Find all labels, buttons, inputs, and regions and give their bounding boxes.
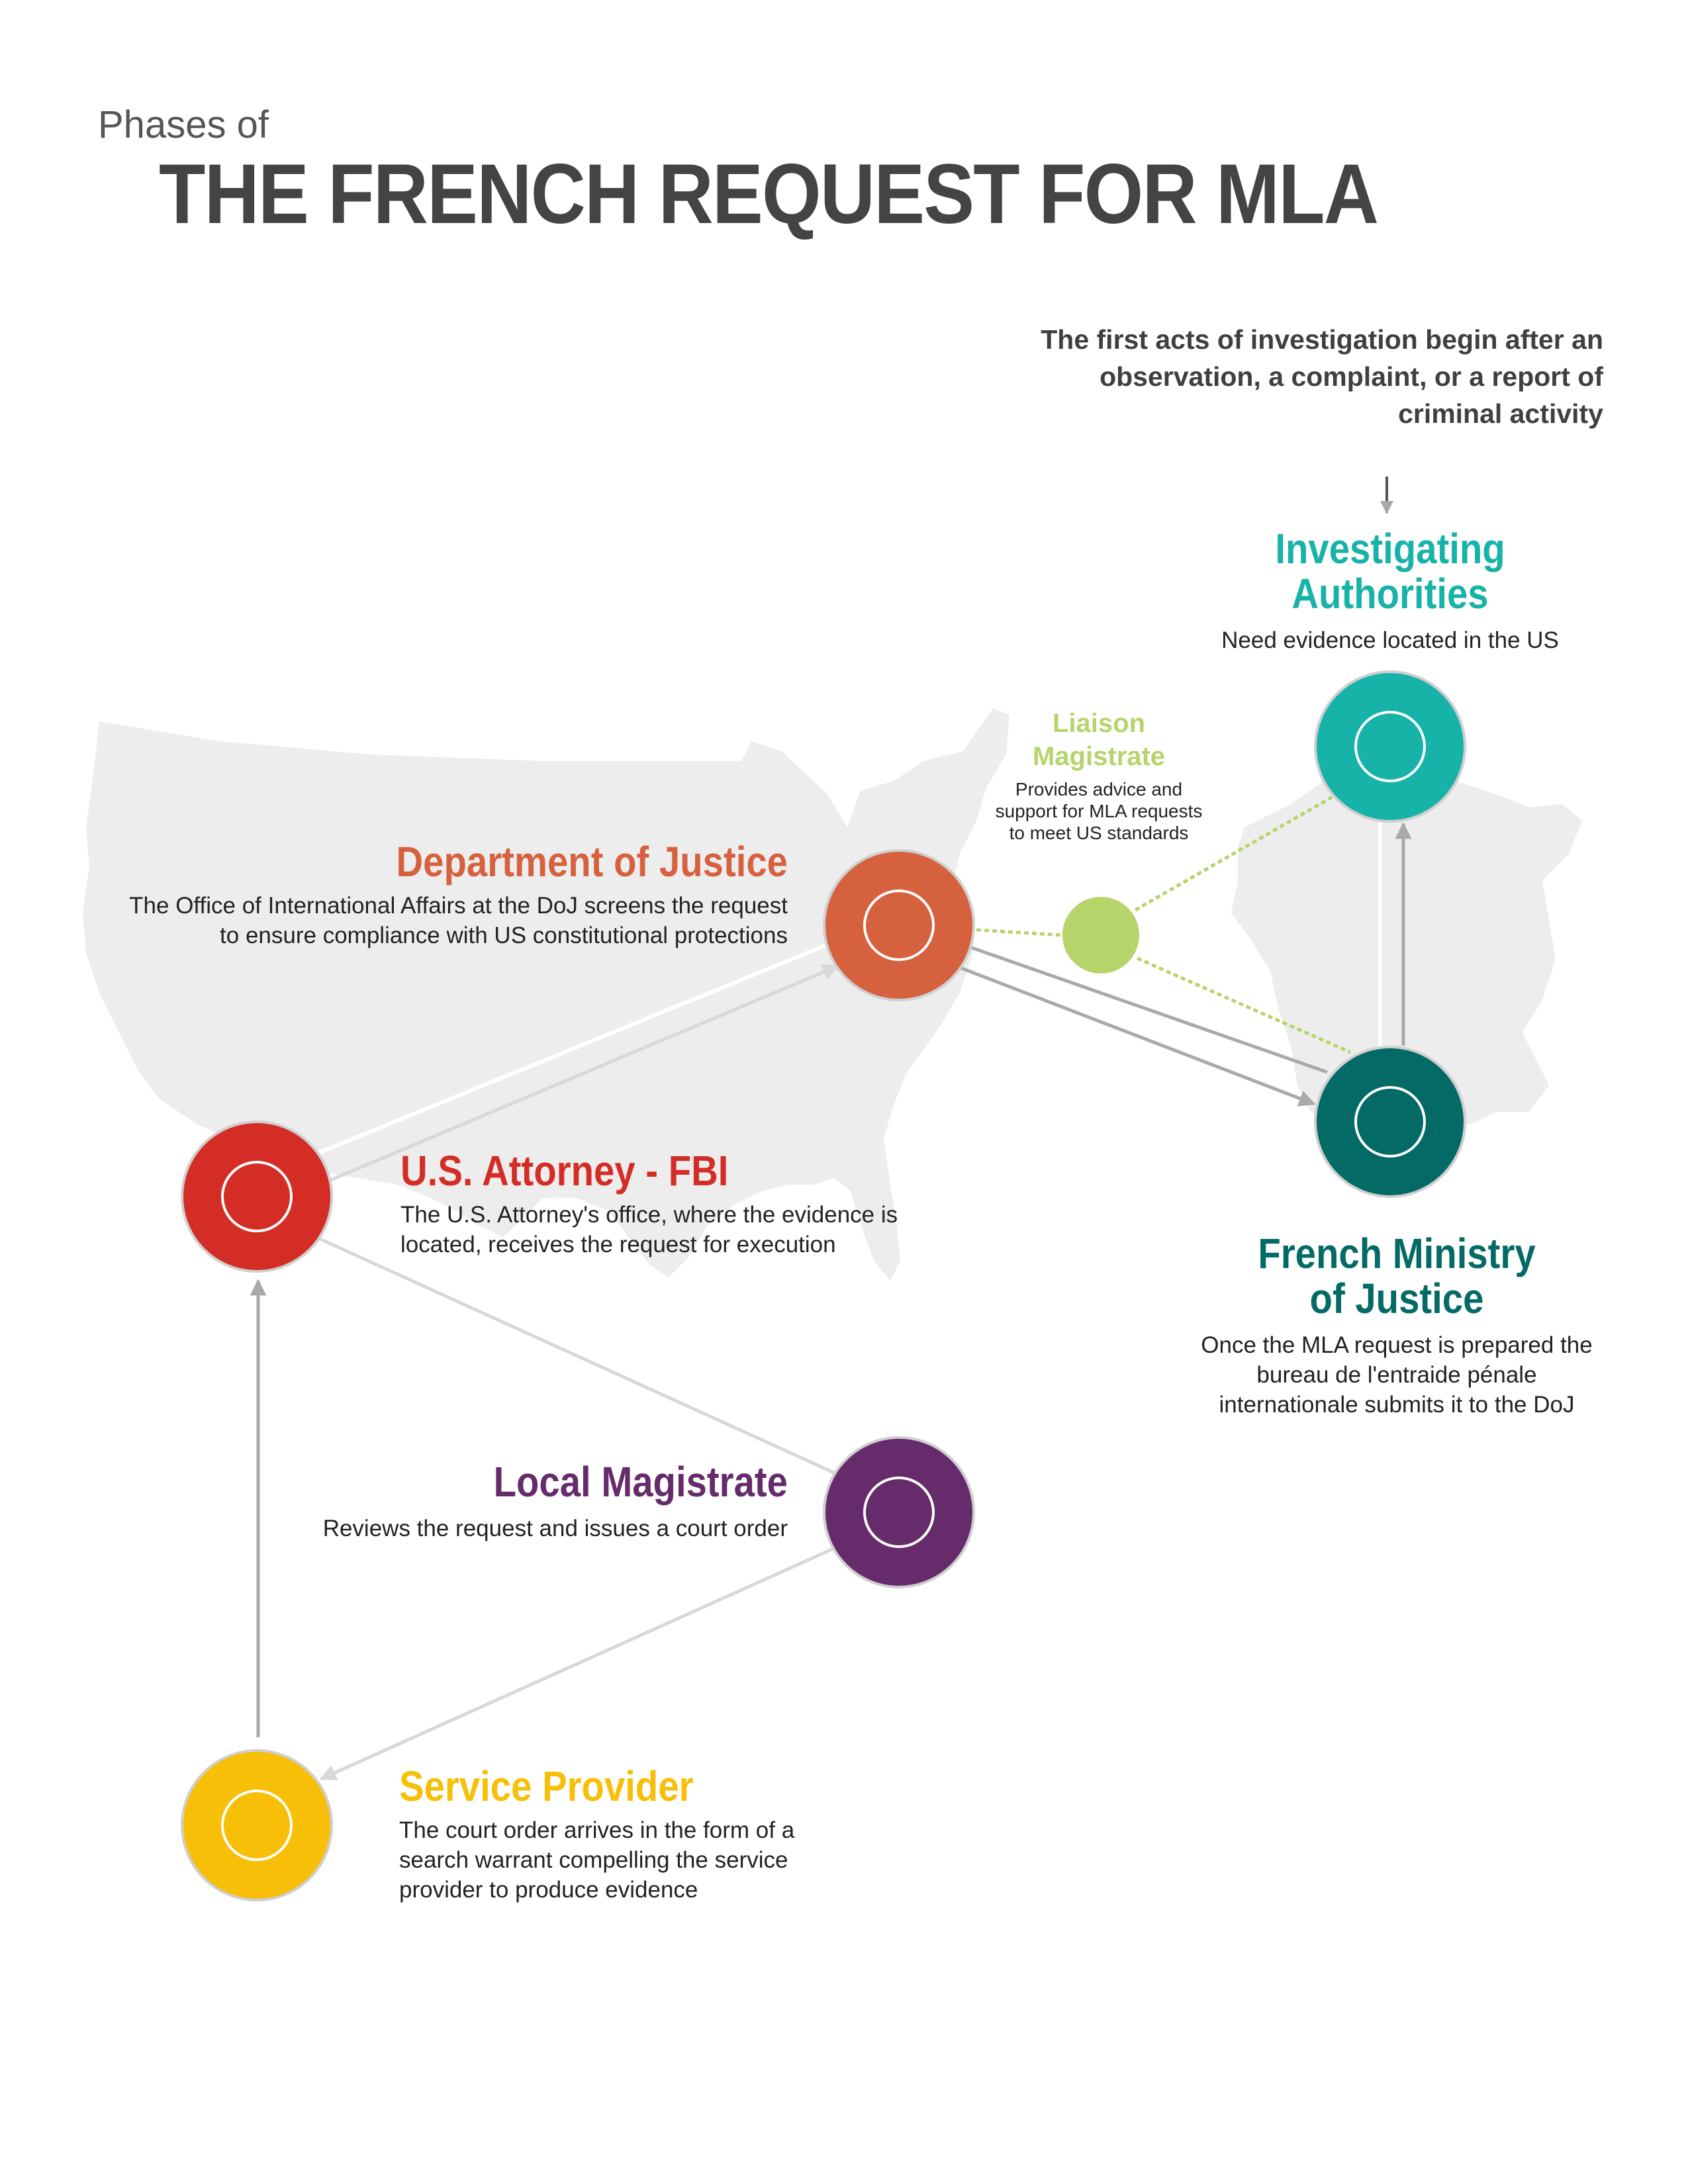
- arrow-us-attorney-to-doj: [291, 964, 839, 1199]
- us-attorney-description-line2: located, receives the request for execut…: [400, 1232, 836, 1257]
- us-attorney-node: [181, 1120, 333, 1273]
- arrow-local-magistrate-to-service-provider: [319, 1543, 842, 1781]
- us-attorney-label: U.S. Attorney - FBI The U.S. Attorney's …: [400, 1148, 996, 1259]
- local-magistrate-description: Reviews the request and issues a court o…: [322, 1516, 788, 1541]
- us-attorney-description-line1: The U.S. Attorney's office, where the ev…: [400, 1202, 898, 1228]
- arrow-doj-to-us-attorney: [279, 934, 849, 1171]
- arrow-us-attorney-to-local-magistrate: [287, 1222, 869, 1490]
- us-attorney-title: U.S. Attorney - FBI: [400, 1147, 729, 1195]
- investigating-description: Need evidence located in the US: [1221, 627, 1559, 653]
- liaison-description-line1: Provides advice and: [1015, 779, 1183, 799]
- page-title: THE FRENCH REQUEST FOR MLA: [159, 147, 1379, 242]
- local-magistrate-title: Local Magistrate: [493, 1458, 788, 1506]
- doj-label: Department of Justice The Office of Inte…: [66, 839, 788, 950]
- liaison-description-line2: support for MLA requests: [995, 801, 1203, 821]
- doj-node: [823, 849, 975, 1001]
- liaison-description-line3: to meet US standards: [1009, 823, 1189, 843]
- service-provider-description-line1: The court order arrives in the form of a: [399, 1817, 795, 1843]
- investigating-node: [1314, 670, 1466, 823]
- liaison-node: [1062, 897, 1139, 974]
- local-magistrate-node: [823, 1436, 975, 1588]
- french-moj-title-line1: French Ministry: [1258, 1230, 1536, 1277]
- arrow-french-moj-to-doj: [928, 930, 1328, 1074]
- liaison-title-line2: Magistrate: [1032, 742, 1166, 771]
- arrow-doj-to-french-moj: [959, 966, 1316, 1107]
- doj-description-line2: to ensure compliance with US constitutio…: [220, 923, 788, 948]
- page-subtitle: Phases of: [98, 103, 269, 146]
- french-moj-title-line2: of Justice: [1309, 1275, 1484, 1322]
- investigating-title-line1: Investigating: [1275, 525, 1505, 572]
- us-map-silhouette: [83, 708, 1009, 1281]
- french-moj-description-line3: internationale submits it to the DoJ: [1219, 1392, 1575, 1418]
- service-provider-node: [181, 1749, 333, 1901]
- liaison-title-line1: Liaison: [1052, 709, 1146, 738]
- liaison-link-investigating: [1134, 792, 1338, 912]
- doj-title: Department of Justice: [396, 838, 788, 886]
- investigating-label: Investigating Authorities Need evidence …: [1192, 526, 1589, 655]
- service-provider-title: Service Provider: [399, 1762, 694, 1810]
- service-provider-description-line2: search warrant compelling the service: [399, 1847, 788, 1873]
- french-moj-description-line1: Once the MLA request is prepared the: [1201, 1332, 1593, 1358]
- liaison-link-french-moj: [1136, 956, 1352, 1054]
- liaison-label: Liaison Magistrate Provides advice and s…: [953, 707, 1244, 844]
- local-magistrate-label: Local Magistrate Reviews the request and…: [199, 1459, 788, 1543]
- investigating-title-line2: Authorities: [1291, 570, 1489, 617]
- service-provider-description-line3: provider to produce evidence: [399, 1877, 698, 1903]
- intro-text: The first acts of investigation begin af…: [1041, 324, 1603, 429]
- french-moj-label: French Ministry of Justice Once the MLA …: [1145, 1231, 1648, 1420]
- doj-description-line1: The Office of International Affairs at t…: [129, 893, 788, 919]
- service-provider-label: Service Provider The court order arrives…: [399, 1764, 995, 1905]
- french-moj-node: [1314, 1046, 1466, 1198]
- liaison-link-doj: [976, 928, 1063, 937]
- french-moj-description-line2: bureau de l'entraide pénale: [1256, 1362, 1537, 1388]
